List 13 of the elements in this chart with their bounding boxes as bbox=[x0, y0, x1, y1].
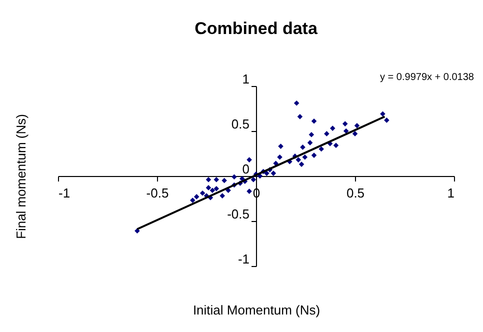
y-tick-label: 0.5 bbox=[231, 116, 250, 132]
chart-title: Combined data bbox=[194, 19, 318, 38]
x-tick-label: -0.5 bbox=[146, 186, 169, 200]
y-tick-label: 1 bbox=[242, 72, 250, 86]
x-axis-title: Initial Momentum (Ns) bbox=[192, 302, 320, 318]
y-tick-label: -1 bbox=[238, 252, 250, 266]
y-axis-title: Final momentum (Ns) bbox=[14, 114, 28, 239]
y-tick-label: -0.5 bbox=[227, 206, 250, 222]
x-tick-label: -1 bbox=[58, 186, 70, 200]
text: y = 0.9979x + 0.0138 bbox=[380, 72, 474, 83]
x-tick-label: 0.5 bbox=[346, 186, 365, 200]
x-tick-label: 1 bbox=[447, 186, 454, 200]
y-tick-label: 0 bbox=[242, 162, 250, 176]
